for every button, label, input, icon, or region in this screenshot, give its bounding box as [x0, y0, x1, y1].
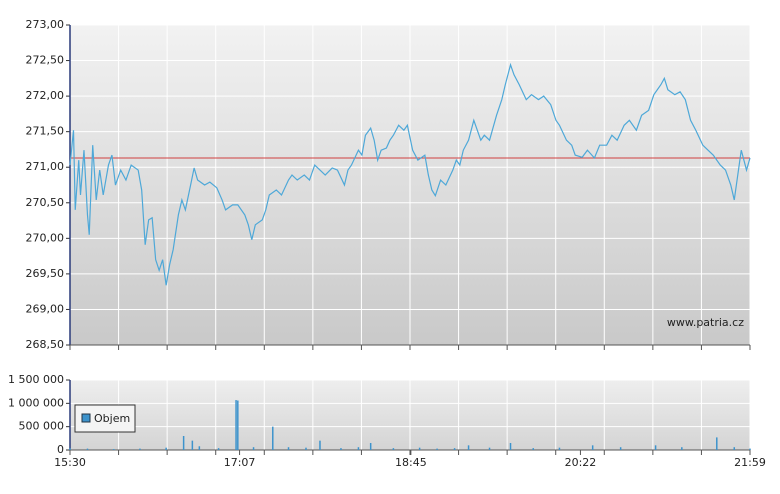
volume-bar [436, 448, 438, 450]
volume-bar [453, 448, 456, 450]
y-tick-label: 273,00 [26, 18, 65, 31]
volume-bar [392, 448, 395, 450]
volume-bar [191, 440, 194, 450]
volume-bar [112, 449, 115, 450]
volume-bar [319, 440, 321, 450]
volume-bar [305, 447, 307, 450]
volume-bar [418, 447, 421, 450]
volume-bar [749, 448, 751, 450]
volume-bar [467, 445, 470, 450]
volume-bar [558, 447, 561, 450]
x-tick-label: 18:45 [395, 456, 427, 469]
y-tick-label: 270,00 [26, 231, 65, 244]
volume-bar [165, 447, 167, 450]
y-tick-label: 270,50 [26, 196, 65, 209]
volume-bar [681, 447, 683, 450]
volume-bar [340, 448, 342, 450]
volume-bar [217, 448, 220, 450]
volume-bar [287, 447, 290, 450]
volume-bar [591, 445, 594, 450]
volume-bar [69, 448, 71, 450]
y-tick-label: 272,50 [26, 54, 65, 67]
volume-bar [357, 447, 360, 450]
volume-bar [532, 448, 534, 450]
watermark: www.patria.cz [667, 316, 744, 329]
volume-bar [488, 447, 491, 450]
volume-bar [86, 448, 89, 450]
y-tick-label: 1 000 000 [8, 396, 64, 409]
legend-swatch [81, 413, 91, 423]
volume-bar [654, 445, 657, 450]
volume-bar [619, 447, 622, 450]
volume-bar [369, 443, 372, 450]
y-tick-label: 1 500 000 [8, 373, 64, 386]
volume-bar [198, 446, 201, 450]
x-tick-label: 15:30 [54, 456, 86, 469]
x-tick-label: 21:59 [734, 456, 766, 469]
volume-bar [733, 447, 736, 450]
volume-bar [252, 447, 255, 450]
volume-bar [237, 400, 239, 450]
volume-bar [139, 448, 141, 450]
y-tick-label: 268,50 [26, 338, 65, 351]
y-tick-label: 269,00 [26, 302, 65, 315]
volume-bar [272, 426, 274, 450]
volume-bar [235, 400, 237, 450]
volume-bar [182, 436, 185, 450]
y-tick-label: 500 000 [19, 420, 65, 433]
legend-label: Objem [94, 412, 130, 425]
y-tick-label: 271,00 [26, 160, 65, 173]
x-tick-label: 17:07 [224, 456, 256, 469]
price-line [69, 62, 751, 286]
x-tick-label: 20:22 [565, 456, 597, 469]
y-tick-label: 269,50 [26, 267, 65, 280]
y-tick-label: 0 [57, 443, 64, 456]
volume-bar [716, 437, 718, 450]
volume-bar [509, 443, 512, 450]
y-tick-label: 272,00 [26, 89, 65, 102]
y-tick-label: 271,50 [26, 125, 65, 138]
